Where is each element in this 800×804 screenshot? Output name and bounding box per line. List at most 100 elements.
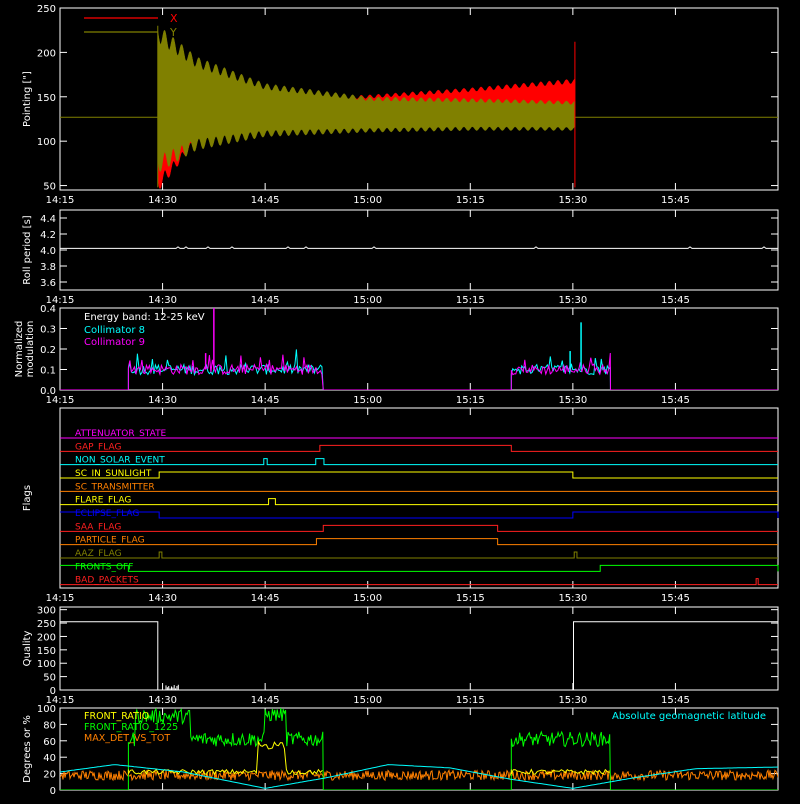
- x-tick-label: 15:30: [558, 395, 587, 406]
- pointing-data: [60, 25, 778, 189]
- x-tick-label: 14:30: [148, 395, 177, 406]
- flag-label-attenuator_state: ATTENUATOR_STATE: [75, 429, 167, 439]
- x-tick-label: 15:15: [456, 695, 485, 706]
- modulation-series-collimator-9: [60, 352, 778, 390]
- geomag-data: [60, 708, 778, 790]
- flag-label-eclipse_flag: ECLIPSE_FLAG: [75, 509, 139, 519]
- panel-quality: 14:15 14:30 14:45 15:00 15:15 15:30 15:45 0 50 10…: [22, 606, 779, 706]
- y-axis-label: modulation: [25, 321, 36, 378]
- flag-label-saa_flag: SAA_FLAG: [75, 522, 121, 532]
- flag-line-non_solar_event: [60, 458, 778, 466]
- x-tick-label: 14:45: [251, 593, 280, 604]
- y-tick-label: 4.0: [40, 246, 56, 257]
- y-tick-label: 100: [37, 137, 56, 148]
- y-axis-label: Degrees or %: [22, 715, 33, 783]
- x-tick-label: 15:00: [353, 695, 382, 706]
- flag-line-bad_packets: [60, 578, 778, 586]
- y-tick-label: 4.4: [40, 214, 56, 225]
- panel-geomag: 0 20 40 60 80 100 Degrees or % FRONT_RATIOFRONT…: [22, 704, 779, 797]
- y-tick-label: 0: [50, 786, 56, 797]
- x-tick-label: 14:45: [251, 695, 280, 706]
- flag-label-flare_flag: FLARE_FLAG: [75, 496, 131, 506]
- y-tick-label: 300: [37, 606, 56, 617]
- flag-line-eclipse_flag: [60, 511, 779, 519]
- y-tick-label: 0.3: [40, 325, 56, 336]
- x-tick-label: 14:45: [251, 395, 280, 406]
- y-tick-label: 50: [43, 673, 56, 684]
- y-tick-label: 0.0: [40, 386, 56, 397]
- x-tick-label: 14:15: [46, 695, 75, 706]
- y-tick-label: 4.2: [40, 230, 56, 241]
- flag-label-gap_flag: GAP_FLAG: [75, 442, 121, 452]
- x-tick-label: 15:15: [456, 295, 485, 306]
- x-tick-label: 15:00: [353, 195, 382, 206]
- flag-label-fronts_off: FRONTS_OFF: [75, 562, 133, 572]
- y-tick-label: 3.8: [40, 262, 56, 273]
- y-tick-label: 200: [37, 632, 56, 643]
- flag-line-sc_in_sunlight: [60, 471, 778, 479]
- x-tick-label: 14:15: [46, 195, 75, 206]
- series-geomagnetic-latitude: [60, 764, 778, 789]
- modulation-data: [60, 308, 778, 390]
- x-tick-label: 14:30: [148, 195, 177, 206]
- y-tick-label: 100: [37, 704, 56, 715]
- x-tick-label: 14:30: [148, 295, 177, 306]
- x-tick-label: 14:30: [148, 593, 177, 604]
- legend-label: MAX_DET_VS_TOT: [84, 733, 170, 744]
- y-tick-label: 50: [43, 182, 56, 193]
- y-tick-label: 250: [37, 4, 56, 15]
- modulation-series-collimator-8: [60, 349, 778, 390]
- x-tick-label: 15:45: [661, 195, 690, 206]
- x-tick-label: 15:15: [456, 195, 485, 206]
- series-front-ratio-1225: [60, 708, 778, 790]
- x-tick-label: 15:45: [661, 395, 690, 406]
- x-tick-label: 15:00: [353, 395, 382, 406]
- y-tick-label: 0.2: [40, 345, 56, 356]
- flag-label-aaz_flag: AAZ_FLAG: [75, 549, 122, 559]
- x-tick-label: 14:30: [148, 695, 177, 706]
- panel-flags: 14:15 14:30 14:45 15:00 15:15 15:30 15:45 Flags…: [22, 407, 779, 604]
- x-tick-label: 15:30: [558, 695, 587, 706]
- x-tick-label: 14:45: [251, 195, 280, 206]
- panel-pointing: 14:15 14:30 14:45 15:00 15:15 15:30 15:45 50 100…: [22, 4, 779, 206]
- flag-line-particle_flag: [60, 538, 778, 546]
- y-axis-label: Flags: [22, 485, 33, 511]
- y-tick-label: 0.1: [40, 366, 56, 377]
- panel-frame: [59, 7, 779, 191]
- flag-line-gap_flag: [60, 444, 778, 452]
- legend-label: FRONT_RATIO_1225: [84, 722, 178, 733]
- y-axis-label: Quality: [22, 631, 33, 667]
- roll-series-line: [60, 246, 778, 249]
- flag-line-aaz_flag: [60, 551, 778, 559]
- x-tick-label: 14:15: [46, 593, 75, 604]
- x-tick-label: 15:45: [661, 295, 690, 306]
- flag-label-bad_packets: BAD_PACKETS: [75, 576, 139, 586]
- y-axis-label: Pointing ["]: [22, 71, 33, 127]
- panel-frame: [59, 606, 779, 691]
- y-tick-label: 100: [37, 659, 56, 670]
- flag-line-saa_flag: [60, 524, 778, 532]
- flag-label-particle_flag: PARTICLE_FLAG: [75, 536, 145, 546]
- legend-label: Collimator 9: [84, 337, 145, 348]
- y-tick-label: 150: [37, 646, 56, 657]
- x-tick-label: 15:45: [661, 695, 690, 706]
- x-tick-label: 15:30: [558, 593, 587, 604]
- y-axis-label: Normalized: [14, 321, 25, 378]
- series-front-ratio: [127, 739, 610, 776]
- x-tick-label: 14:15: [46, 295, 75, 306]
- x-tick-label: 15:00: [353, 295, 382, 306]
- x-tick-label: 15:30: [558, 295, 587, 306]
- x-tick-label: 14:45: [251, 295, 280, 306]
- y-tick-label: 20: [43, 770, 56, 781]
- x-tick-label: 15:30: [558, 195, 587, 206]
- x-tick-label: 15:15: [456, 395, 485, 406]
- panel-roll: 14:15 14:30 14:45 15:00 15:15 15:30 15:45 3.6 3.…: [22, 209, 779, 306]
- legend-label: Collimator 8: [84, 325, 145, 336]
- panel-modulation: 14:15 14:30 14:45 15:00 15:15 15:30 15:45 0.0 0.…: [14, 304, 779, 406]
- x-tick-label: 15:00: [353, 593, 382, 604]
- flag-line-fronts_off: [60, 564, 779, 572]
- y-tick-label: 0.4: [40, 304, 56, 315]
- y-tick-label: 40: [43, 753, 56, 764]
